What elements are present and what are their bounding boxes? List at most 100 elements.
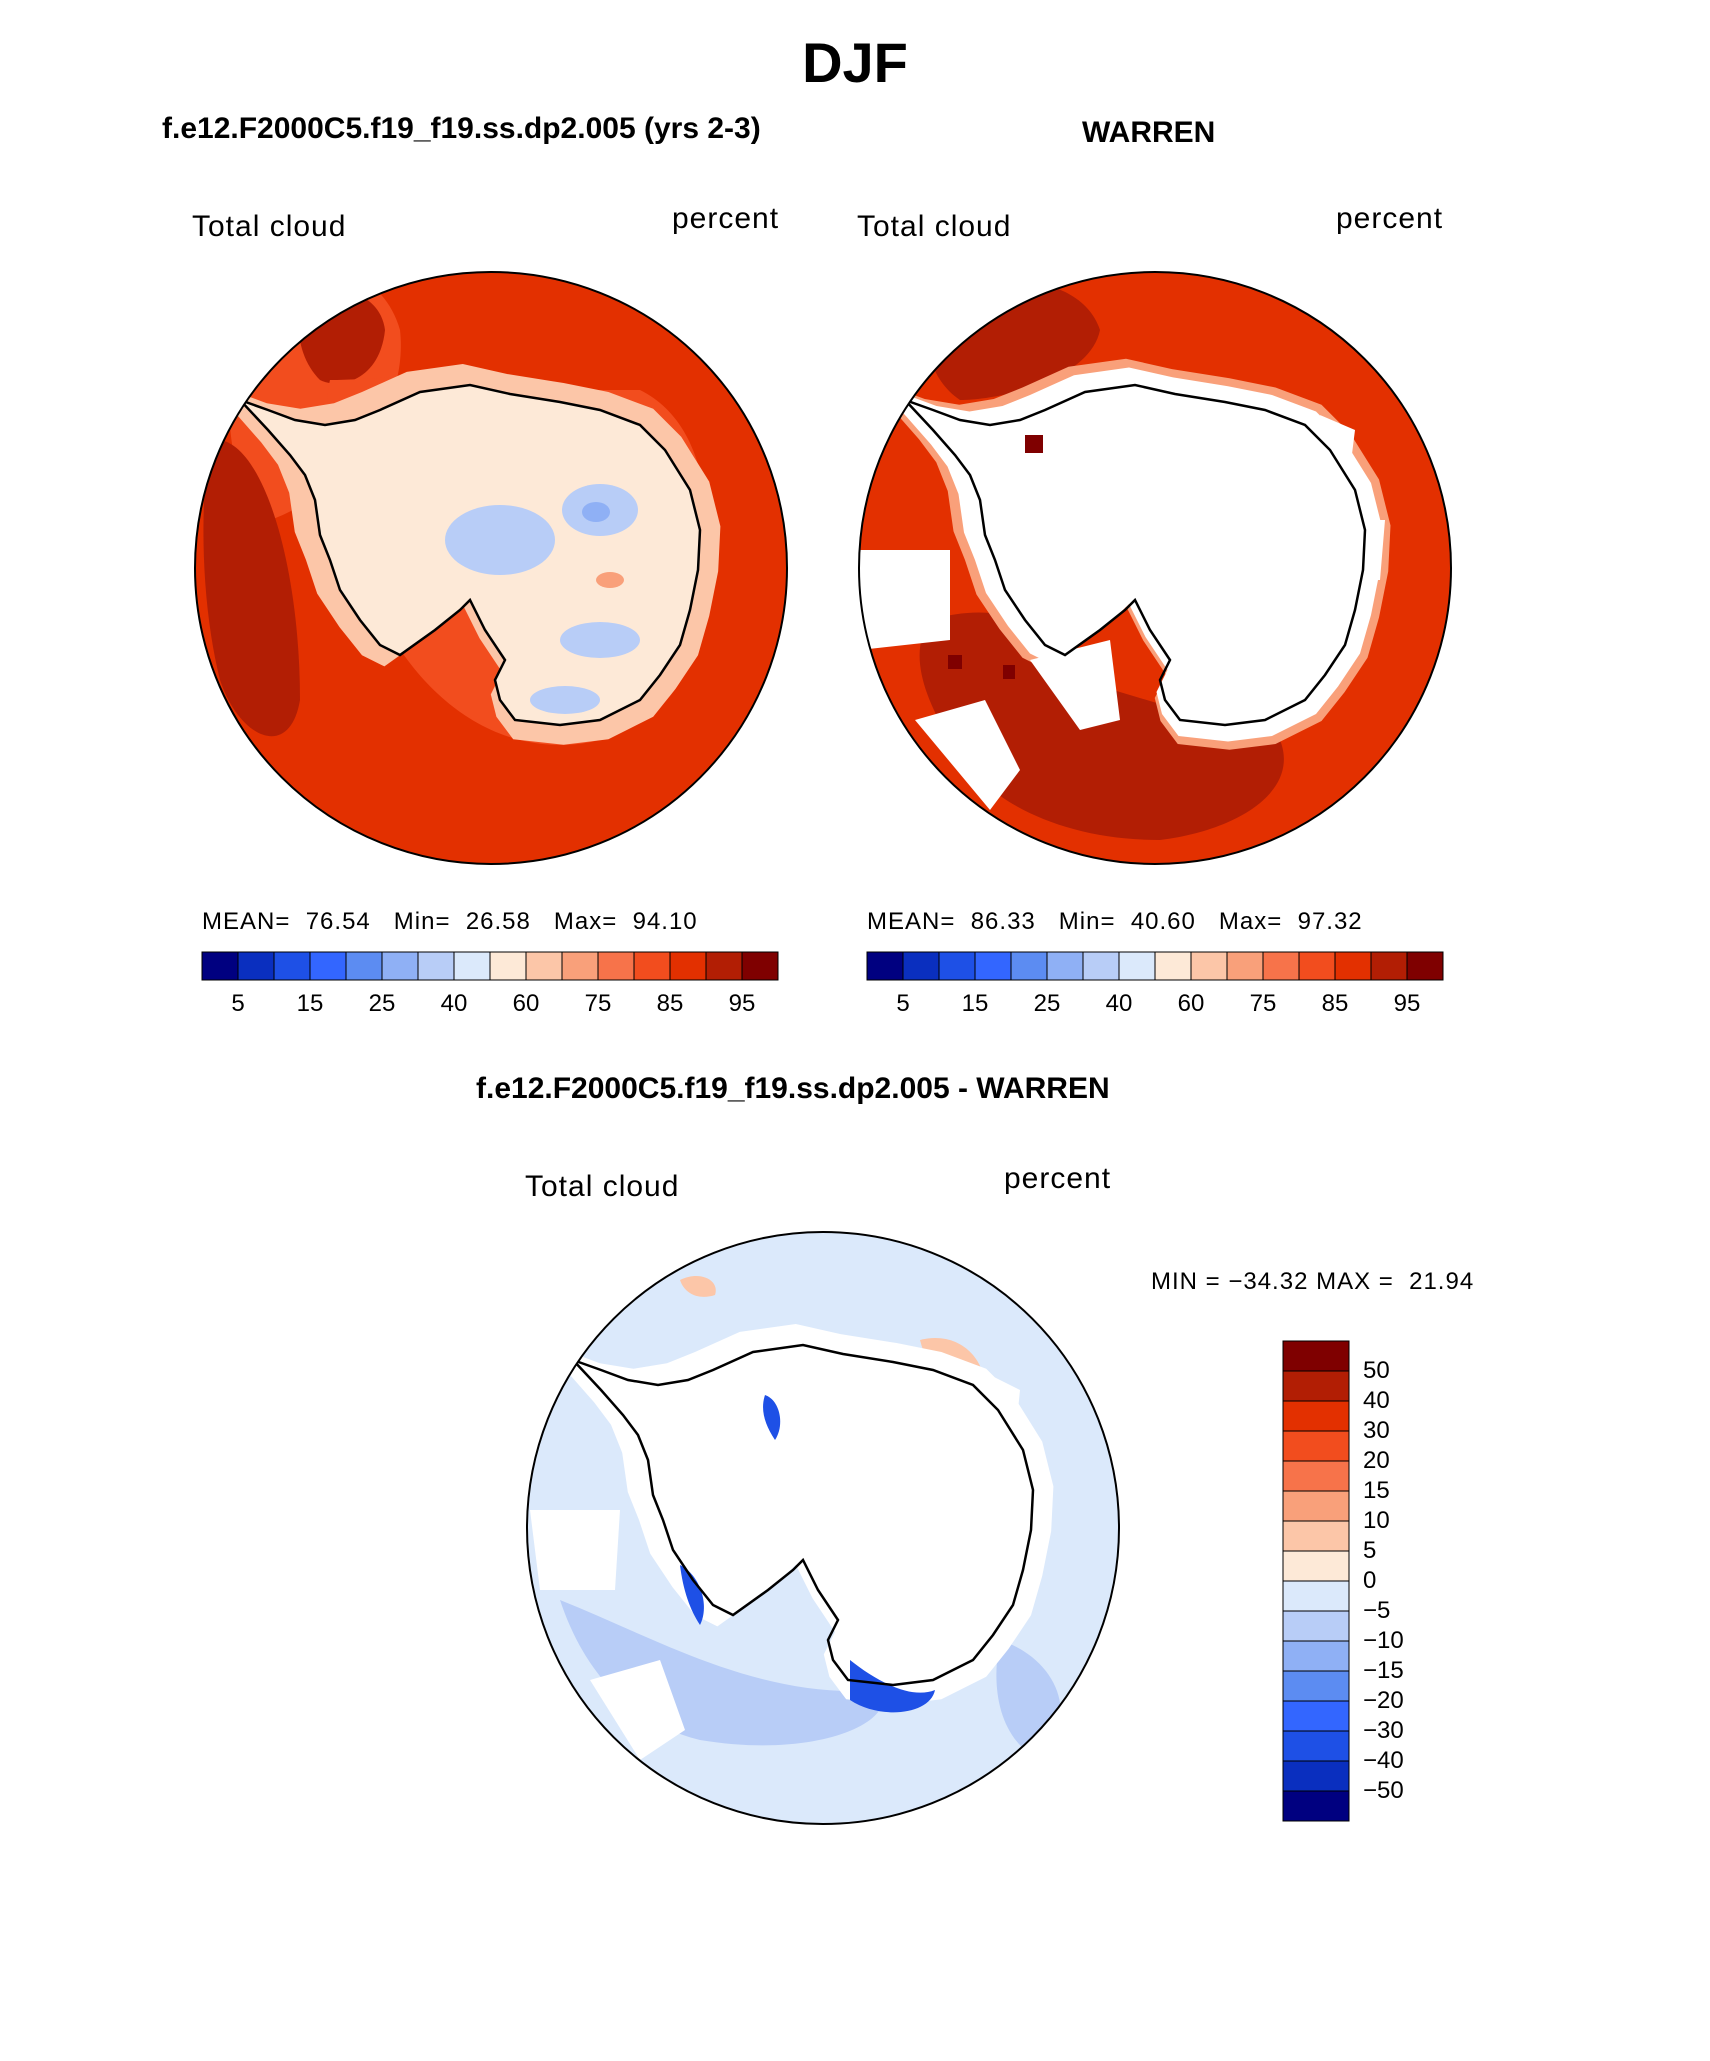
diff-colorbar	[1282, 1340, 1350, 1822]
model-units-label: percent	[672, 202, 780, 235]
obs-colorbar	[866, 951, 1444, 981]
colorbar-swatch	[201, 951, 239, 981]
colorbar-swatch	[1334, 951, 1372, 981]
colorbar-tick-label: −5	[1363, 1597, 1391, 1624]
colorbar-tick-label: 15	[296, 990, 324, 1017]
obs-panel-title: WARREN	[1082, 116, 1216, 149]
colorbar-swatch	[1046, 951, 1084, 981]
diff-minmax: MIN = −34.32 MAX = 21.94	[1151, 1268, 1475, 1295]
colorbar-swatch	[1282, 1340, 1350, 1372]
colorbar-tick-label: −30	[1363, 1717, 1404, 1744]
obs-variable-label: Total cloud	[857, 210, 1012, 243]
colorbar-tick-label: 40	[440, 990, 468, 1017]
colorbar-swatch	[309, 951, 347, 981]
colorbar-swatch	[597, 951, 635, 981]
colorbar-tick-label: 75	[1249, 990, 1277, 1017]
figure-title: DJF	[802, 31, 908, 94]
colorbar-tick-label: 85	[656, 990, 684, 1017]
colorbar-swatch	[1082, 951, 1120, 981]
colorbar-swatch	[1298, 951, 1336, 981]
colorbar-swatch	[705, 951, 743, 981]
obs-min-value: 40.60	[1130, 908, 1196, 935]
colorbar-swatch	[1282, 1430, 1350, 1462]
colorbar-swatch	[525, 951, 563, 981]
colorbar-tick-label: 15	[961, 990, 989, 1017]
colorbar-swatch	[1282, 1700, 1350, 1732]
colorbar-tick-label: −10	[1363, 1627, 1404, 1654]
colorbar-swatch	[1190, 951, 1228, 981]
colorbar-swatch	[669, 951, 707, 981]
model-min-value: 26.58	[465, 908, 531, 935]
colorbar-tick-label: 5	[896, 990, 910, 1017]
model-panel-title: f.e12.F2000C5.f19_f19.ss.dp2.005 (yrs 2-…	[162, 112, 761, 145]
obs-map-border	[858, 271, 1452, 865]
colorbar-swatch	[938, 951, 976, 981]
colorbar-tick-label: 5	[231, 990, 245, 1017]
obs-map	[859, 272, 1451, 864]
colorbar-swatch	[1282, 1580, 1350, 1612]
colorbar-swatch	[1282, 1640, 1350, 1672]
colorbar-swatch	[273, 951, 311, 981]
obs-mean-value: 86.33	[970, 908, 1036, 935]
colorbar-tick-label: −50	[1363, 1777, 1404, 1804]
colorbar-swatch	[866, 951, 904, 981]
colorbar-swatch	[489, 951, 527, 981]
colorbar-swatch	[741, 951, 779, 981]
colorbar-tick-label: 15	[1363, 1477, 1390, 1504]
colorbar-swatch	[1118, 951, 1156, 981]
colorbar-swatch	[902, 951, 940, 981]
colorbar-tick-label: 25	[1033, 990, 1061, 1017]
model-variable-label: Total cloud	[192, 210, 347, 243]
colorbar-swatch	[453, 951, 491, 981]
colorbar-swatch	[633, 951, 671, 981]
colorbar-swatch	[417, 951, 455, 981]
colorbar-tick-label: 0	[1363, 1567, 1377, 1594]
diff-units-label: percent	[1004, 1162, 1112, 1195]
colorbar-swatch	[1154, 951, 1192, 981]
colorbar-swatch	[1282, 1460, 1350, 1492]
obs-stats: MEAN= 86.33 Min= 40.60 Max= 97.32	[867, 908, 1363, 935]
colorbar-tick-label: 30	[1363, 1417, 1390, 1444]
colorbar-swatch	[561, 951, 599, 981]
colorbar-swatch	[345, 951, 383, 981]
colorbar-tick-label: 95	[728, 990, 756, 1017]
colorbar-tick-label: 5	[1363, 1537, 1377, 1564]
diff-panel-title: f.e12.F2000C5.f19_f19.ss.dp2.005 - WARRE…	[476, 1072, 1110, 1105]
colorbar-swatch	[1262, 951, 1300, 981]
colorbar-tick-label: 60	[512, 990, 540, 1017]
obs-units-label: percent	[1336, 202, 1444, 235]
colorbar-swatch	[1282, 1370, 1350, 1402]
colorbar-swatch	[1282, 1610, 1350, 1642]
colorbar-tick-label: 60	[1177, 990, 1205, 1017]
colorbar-tick-label: 40	[1105, 990, 1133, 1017]
colorbar-tick-label: 95	[1393, 990, 1421, 1017]
colorbar-swatch	[1282, 1550, 1350, 1582]
colorbar-swatch	[1282, 1790, 1350, 1822]
colorbar-tick-label: −20	[1363, 1687, 1404, 1714]
colorbar-swatch	[381, 951, 419, 981]
model-max-value: 94.10	[632, 908, 698, 935]
colorbar-tick-label: 50	[1363, 1357, 1390, 1384]
colorbar-swatch	[237, 951, 275, 981]
model-mean-value: 76.54	[305, 908, 371, 935]
diff-map	[527, 1232, 1119, 1824]
colorbar-swatch	[1282, 1490, 1350, 1522]
colorbar-swatch	[1282, 1730, 1350, 1762]
colorbar-tick-label: 40	[1363, 1387, 1390, 1414]
colorbar-swatch	[1406, 951, 1444, 981]
obs-max-value: 97.32	[1297, 908, 1363, 935]
colorbar-swatch	[1226, 951, 1264, 981]
colorbar-swatch	[974, 951, 1012, 981]
colorbar-tick-label: −15	[1363, 1657, 1404, 1684]
model-colorbar	[201, 951, 779, 981]
colorbar-swatch	[1282, 1670, 1350, 1702]
colorbar-tick-label: 20	[1363, 1447, 1390, 1474]
colorbar-swatch	[1282, 1760, 1350, 1792]
colorbar-swatch	[1370, 951, 1408, 981]
diff-variable-label: Total cloud	[525, 1170, 680, 1203]
colorbar-tick-label: 25	[368, 990, 396, 1017]
colorbar-swatch	[1282, 1400, 1350, 1432]
colorbar-tick-label: 10	[1363, 1507, 1390, 1534]
colorbar-tick-label: −40	[1363, 1747, 1404, 1774]
colorbar-tick-label: 75	[584, 990, 612, 1017]
